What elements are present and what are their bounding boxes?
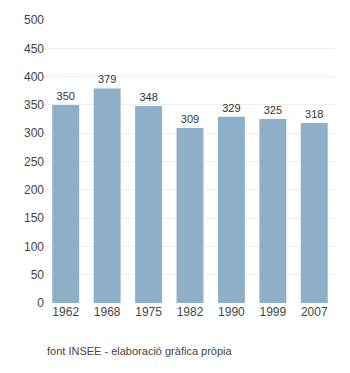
svg-text:0: 0	[37, 296, 44, 310]
svg-text:450: 450	[24, 42, 44, 56]
svg-text:1975: 1975	[135, 305, 162, 319]
svg-text:350: 350	[57, 90, 75, 102]
svg-text:1968: 1968	[94, 305, 121, 319]
svg-text:1999: 1999	[260, 305, 287, 319]
svg-text:1982: 1982	[177, 305, 204, 319]
svg-text:1962: 1962	[52, 305, 79, 319]
svg-text:400: 400	[24, 70, 44, 84]
svg-text:500: 500	[24, 13, 44, 27]
svg-text:250: 250	[24, 155, 44, 169]
svg-text:348: 348	[139, 91, 157, 103]
svg-text:100: 100	[24, 240, 44, 254]
svg-text:1990: 1990	[218, 305, 245, 319]
svg-text:329: 329	[222, 102, 240, 114]
svg-text:2007: 2007	[301, 305, 328, 319]
svg-text:300: 300	[24, 126, 44, 140]
svg-text:318: 318	[305, 108, 323, 120]
svg-text:350: 350	[24, 98, 44, 112]
svg-text:379: 379	[98, 73, 116, 85]
svg-text:150: 150	[24, 211, 44, 225]
svg-text:325: 325	[264, 104, 282, 116]
svg-text:font INSEE - elaboració gràfic: font INSEE - elaboració gràfica pròpia	[47, 345, 233, 357]
svg-text:50: 50	[31, 268, 45, 282]
svg-text:200: 200	[24, 183, 44, 197]
svg-text:309: 309	[181, 113, 199, 125]
